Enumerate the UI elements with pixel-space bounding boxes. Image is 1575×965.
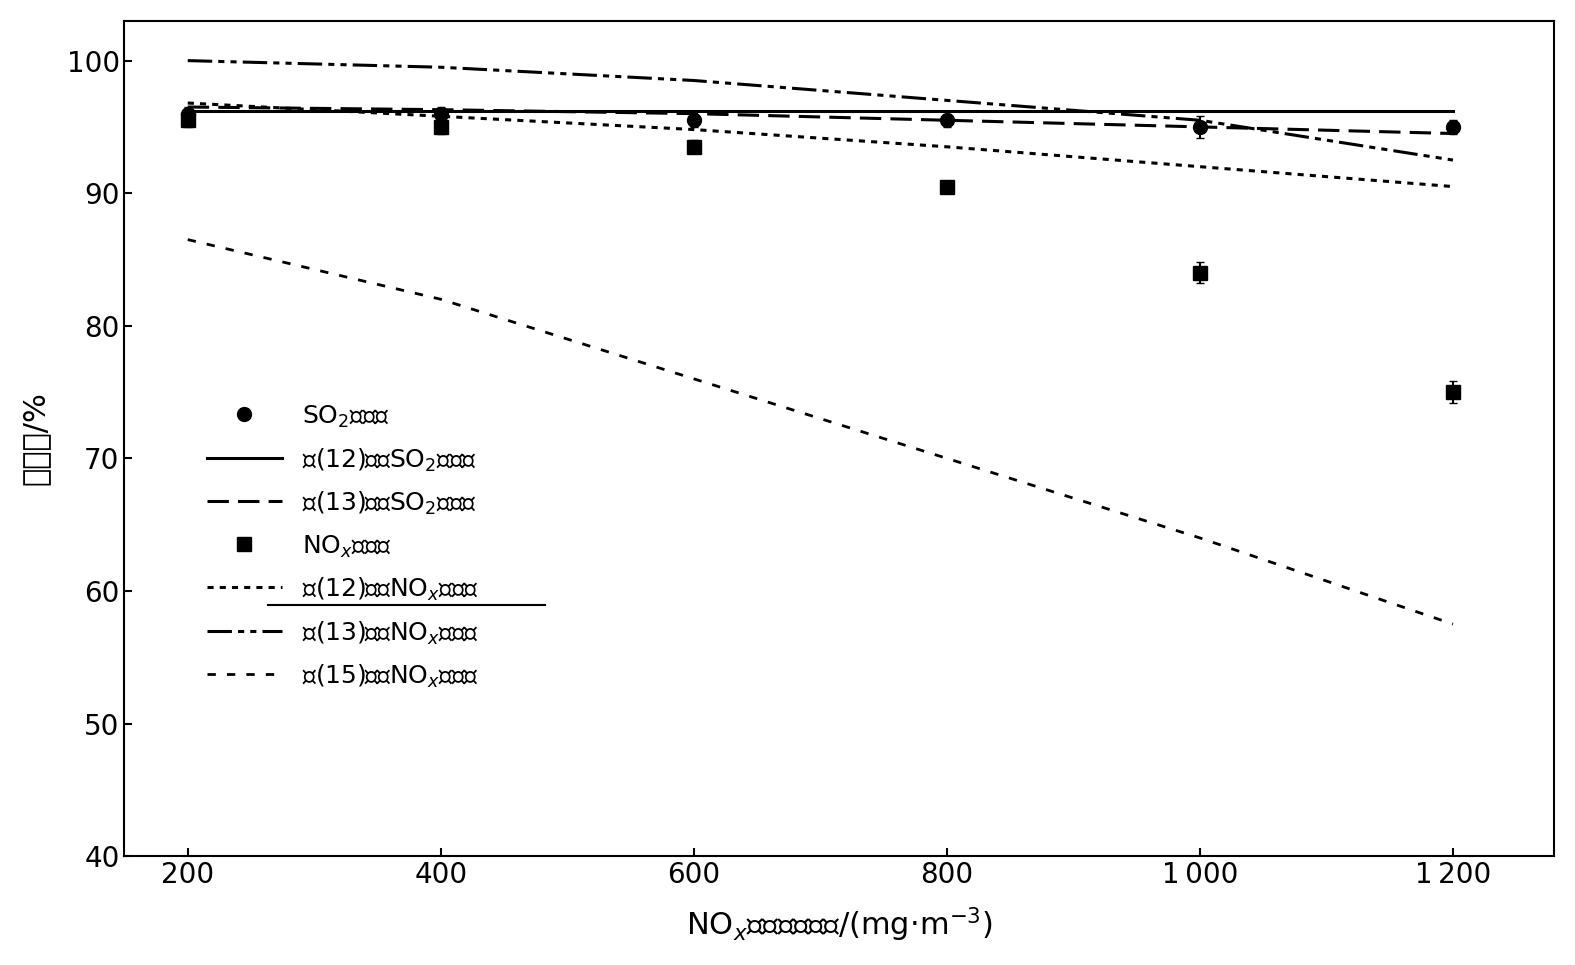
X-axis label: NO$_x$进气质量浓度/(mg·m$^{-3}$): NO$_x$进气质量浓度/(mg·m$^{-3}$) bbox=[687, 906, 992, 944]
Legend: SO$_2$去除率, 式(12)模拟SO$_2$去除率, 式(13)模拟SO$_2$去除率, NO$_x$去除率, 式(12)模拟NO$_x$去除率, 式(13: SO$_2$去除率, 式(12)模拟SO$_2$去除率, 式(13)模拟SO$_… bbox=[194, 392, 491, 703]
Y-axis label: 去除率/%: 去除率/% bbox=[20, 392, 50, 485]
